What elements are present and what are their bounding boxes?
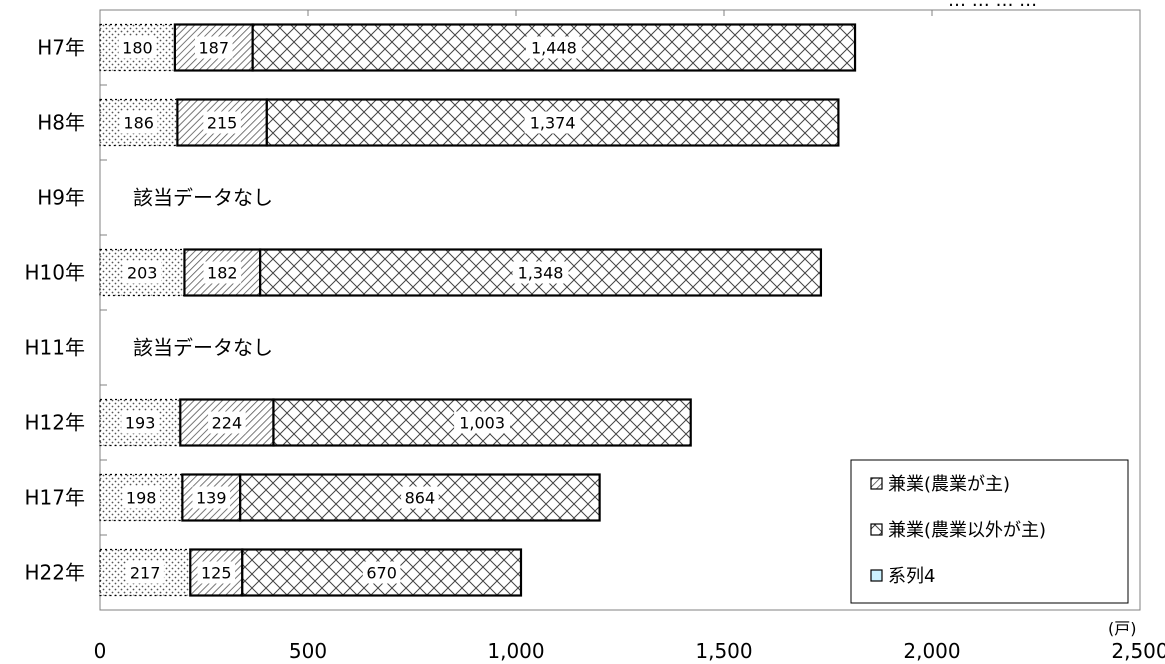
bar-label-bg [194, 36, 233, 59]
bar-label-bg [401, 486, 439, 509]
legend-marker-1 [870, 523, 883, 536]
category-label: H10年 [25, 261, 86, 285]
bar-value-label: 198 [126, 489, 157, 508]
x-tick-label: 0 [94, 639, 107, 663]
x-tick-label: 1,000 [487, 639, 544, 663]
x-tick-label: 2,000 [903, 639, 960, 663]
bar-label-bg [512, 261, 569, 284]
legend-entry-1: 兼業(農業以外が主) [888, 520, 1046, 541]
x-unit-label: (戸) [1108, 619, 1137, 638]
bar-label-bg [525, 36, 582, 59]
header-text: … … … … [948, 0, 1037, 11]
bar-label-bg [119, 111, 158, 134]
bar-label-bg [203, 111, 241, 134]
bar-label-bg [362, 561, 401, 584]
bar-label-bg [203, 261, 242, 284]
bar-value-label: 187 [199, 39, 230, 58]
bar-label-bg [126, 561, 164, 584]
bar-label-bg [197, 561, 236, 584]
bar-value-label: 182 [207, 264, 238, 283]
bar-value-label: 125 [201, 564, 232, 583]
bar-value-label: 670 [366, 564, 397, 583]
bar-value-label: 139 [196, 489, 227, 508]
bar-value-label: 1,374 [530, 114, 576, 133]
bar-label-bg [208, 411, 246, 434]
bar-label-bg [122, 486, 160, 509]
no-data-note: 該当データなし [133, 336, 273, 360]
bar-value-label: 1,448 [531, 39, 577, 58]
legend-entry-2: 系列4 [888, 566, 935, 587]
x-tick-label: 500 [289, 639, 327, 663]
legend-marker-2 [870, 569, 883, 582]
bar-value-label: 1,003 [459, 414, 505, 433]
bar-label-bg [121, 411, 159, 434]
bar-value-label: 864 [405, 489, 436, 508]
bar-value-label: 217 [130, 564, 161, 583]
bar-value-label: 186 [123, 114, 154, 133]
bar-label-bg [192, 486, 231, 509]
category-label: H8年 [37, 111, 85, 135]
category-label: H22年 [25, 561, 86, 585]
x-tick-label: 2,500 [1111, 639, 1165, 663]
y-axis: H7年 H8年 H9年 H10年 H11年 H12年 H17年 H22年 [25, 36, 107, 585]
x-axis: 0 500 1,000 1,500 2,000 2,500 [94, 10, 1165, 663]
category-label: H17年 [25, 486, 86, 510]
no-data-note: 該当データなし [133, 186, 273, 210]
category-label: H11年 [25, 336, 86, 360]
bar-value-label: 224 [212, 414, 243, 433]
bar-label-bg [524, 111, 581, 134]
bar-segment [181, 473, 242, 522]
legend-marker-0 [870, 477, 883, 490]
bar-label-bg [123, 261, 162, 284]
legend-entry-0: 兼業(農業が主) [888, 474, 1010, 495]
bar-value-label: 193 [125, 414, 156, 433]
bar-value-label: 1,348 [518, 264, 564, 283]
bar-label-bg [454, 411, 511, 434]
bars: 180 187 1,448 186 215 1,374 203 182 1,348 193 224 1… [99, 23, 857, 597]
bar-label-bg [118, 36, 157, 59]
x-tick-label: 1,500 [695, 639, 752, 663]
category-label: H12年 [25, 411, 86, 435]
bar-value-label: 203 [127, 264, 158, 283]
bar-segment [241, 548, 523, 597]
legend-box [850, 459, 1129, 604]
bar-value-label: 180 [122, 39, 153, 58]
category-label: H7年 [37, 36, 85, 60]
category-label: H9年 [37, 186, 85, 210]
bar-value-label: 215 [207, 114, 238, 133]
legend: 兼業(農業が主) 兼業(農業以外が主) 系列4 [850, 459, 1129, 604]
